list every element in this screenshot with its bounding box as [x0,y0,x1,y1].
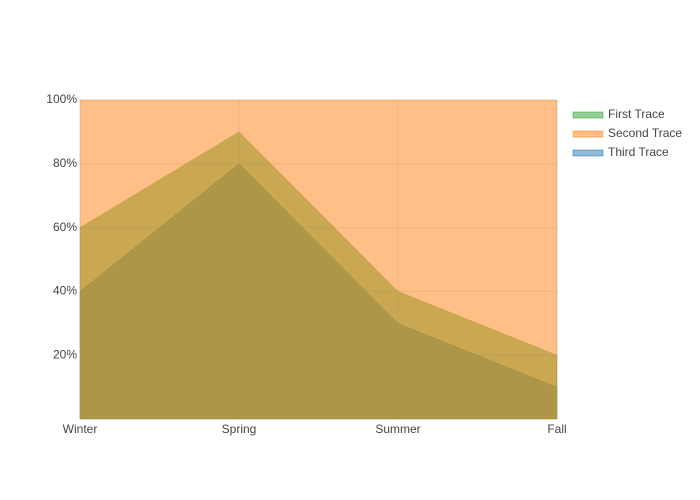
legend-swatch [572,149,604,157]
y-tick-label: 60% [53,220,77,234]
legend-label: Third Trace [608,145,669,159]
y-tick-label: 100% [46,92,77,106]
area [79,99,558,420]
legend: First Trace Second Trace Third Trace [572,107,682,159]
y-tick-label: 80% [53,156,77,170]
y-tick-label: 20% [53,347,77,361]
legend-label: Second Trace [608,126,682,140]
legend-label: First Trace [608,107,665,121]
x-tick-label: Summer [375,422,420,436]
x-tick-label: Winter [63,422,98,436]
legend-swatch [572,130,604,138]
x-tick-label: Fall [547,422,566,436]
x-tick-label: Spring [222,422,257,436]
legend-swatch [572,111,604,119]
y-tick-label: 40% [53,284,77,298]
